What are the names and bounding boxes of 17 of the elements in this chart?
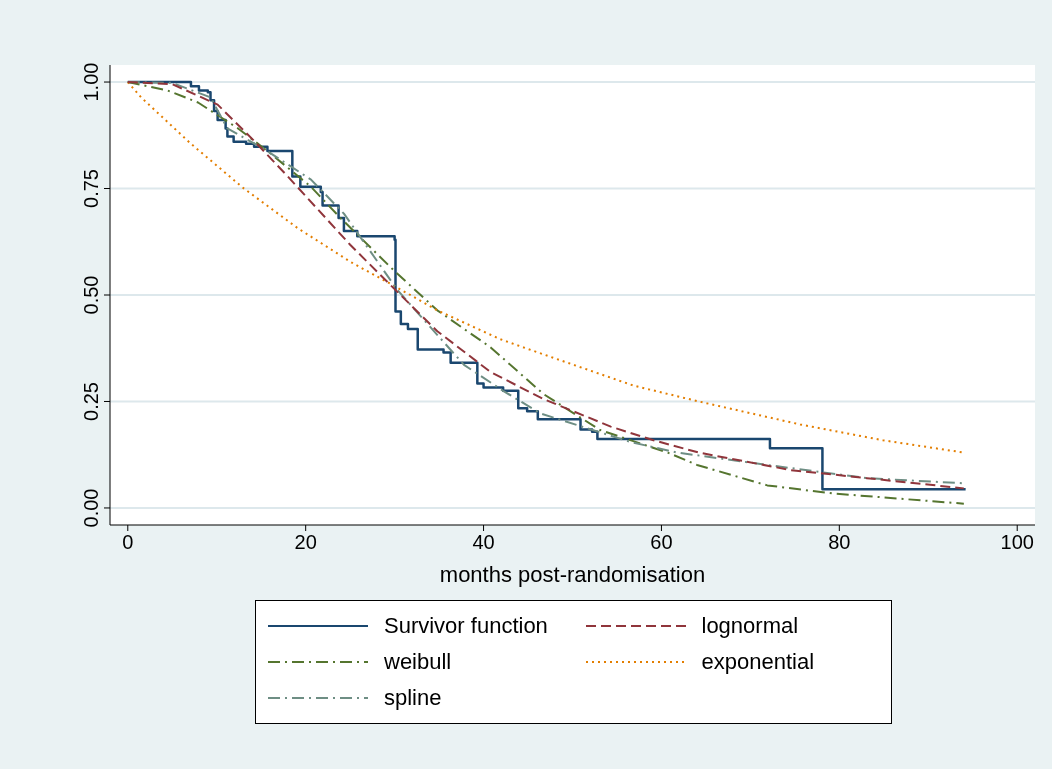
x-tick-label: 40 (472, 531, 495, 553)
y-tick-label: 0.50 (80, 275, 102, 315)
legend-label: exponential (701, 649, 815, 675)
y-tick-label: 0.75 (80, 169, 102, 208)
x-tick-label: 100 (1000, 531, 1034, 553)
y-tick-label: 1.00 (80, 62, 102, 102)
x-tick-label: 20 (294, 531, 317, 553)
x-tick-label: 0 (122, 531, 134, 553)
legend-label: spline (384, 685, 442, 711)
legend-label: Survivor function (384, 613, 548, 639)
x-tick-label: 80 (828, 531, 851, 553)
x-axis-title: months post-randomisation (439, 562, 706, 587)
legend-label: lognormal (701, 613, 799, 639)
y-tick-label: 0.25 (80, 382, 102, 421)
y-tick-label: 0.00 (80, 488, 102, 528)
x-tick-label: 60 (650, 531, 673, 553)
legend-label: weibull (384, 649, 452, 675)
